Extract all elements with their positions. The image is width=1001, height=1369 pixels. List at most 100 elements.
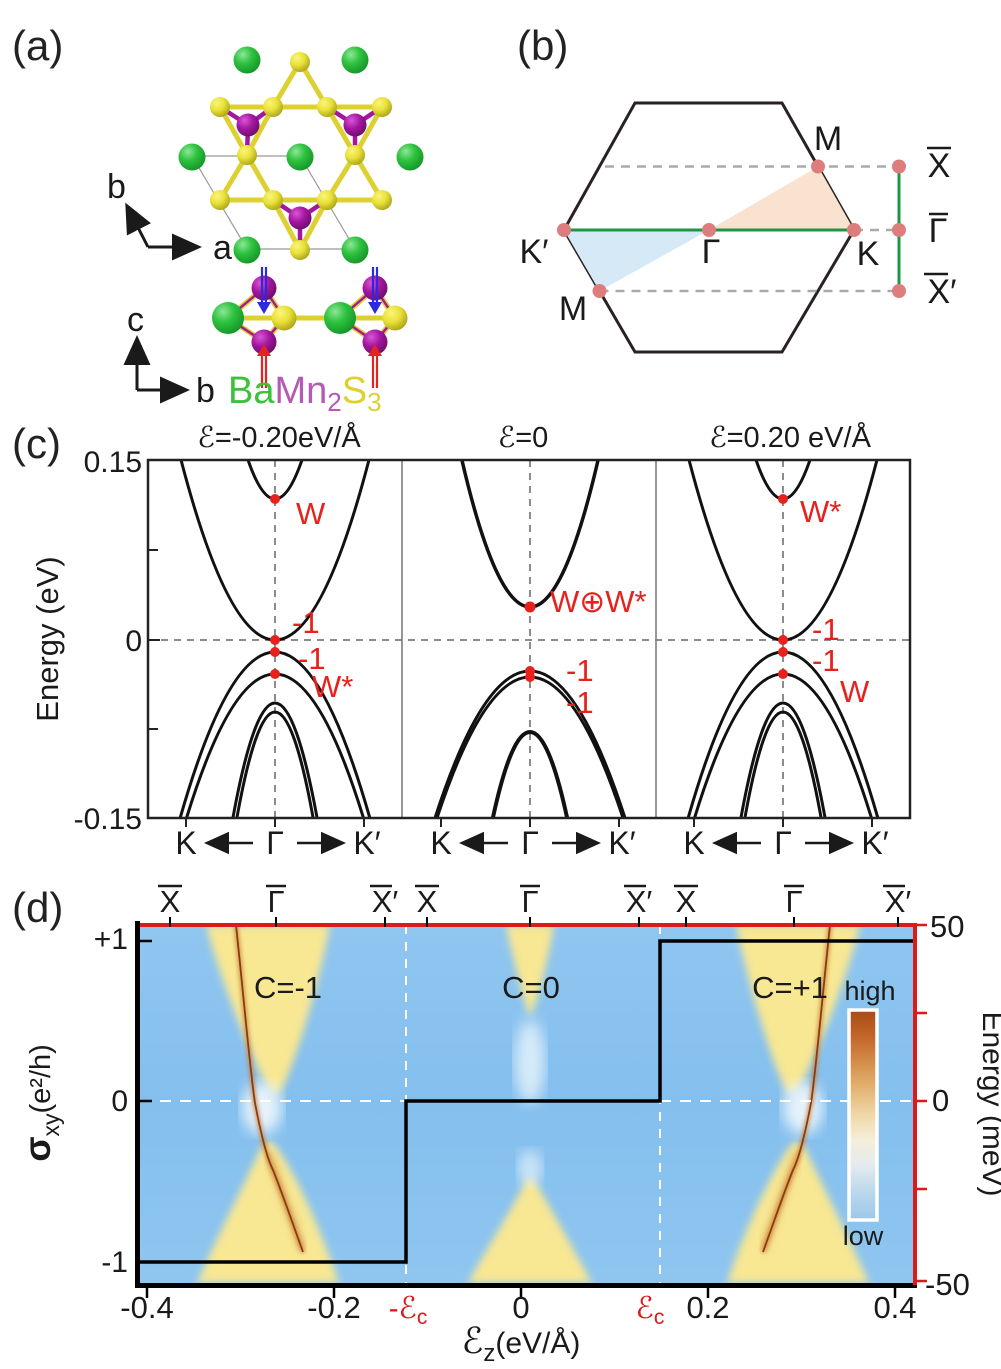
kbar-label: X <box>160 884 181 919</box>
mn-atom <box>362 275 388 301</box>
ba-atom <box>212 302 244 334</box>
ba-atom <box>324 302 356 334</box>
atoms-side-view <box>212 275 408 355</box>
gamma-point-label: Γ <box>521 825 539 861</box>
mn-atom <box>251 275 277 301</box>
panel-c-label: (c) <box>12 420 61 467</box>
energy-axis-label: Energy (eV) <box>30 556 65 721</box>
subpanel-dividers <box>401 460 657 818</box>
kbar-label: X′ <box>885 884 912 919</box>
mn-atoms <box>236 113 367 230</box>
neg-crit-sub: c <box>417 1306 428 1329</box>
field-axis-title: ℰz(eV/Å) <box>462 1320 581 1364</box>
field-tick-labels: -0.4 -0.2 0 0.2 0.4 <box>120 1290 916 1325</box>
kbar-label: Γ <box>785 884 802 919</box>
kprime-point-label: K′ <box>353 825 380 861</box>
pos-crit-sub: c <box>654 1306 665 1329</box>
band-plot-area <box>148 460 910 818</box>
kbar-label: Γ <box>521 884 538 919</box>
field-units: (eV/Å) <box>495 1327 580 1360</box>
right-axis-ticks <box>915 923 927 1283</box>
band-plot-frame <box>146 458 912 820</box>
gamma-point-label: Γ <box>266 825 284 861</box>
kbar-label: X′ <box>372 884 399 919</box>
m-upper-label: M <box>814 120 842 158</box>
ytick-bottom: -0.15 <box>74 803 142 836</box>
panel-c: (c) ℰ=-0.20eV/Å ℰ=0 ℰ=0.20 eV/Å <box>12 420 912 861</box>
panel-d: (d) <box>12 884 1001 1367</box>
m-lower-label: M <box>559 290 587 328</box>
xtick: 0.2 <box>686 1290 729 1325</box>
k-ticks <box>185 818 873 827</box>
axes-top-view <box>125 202 202 261</box>
k-point-label: K <box>430 825 451 861</box>
high-symmetry-points <box>557 159 906 298</box>
kpath-row-2: K Γ K′ <box>430 825 635 861</box>
left-axis-ticks <box>140 939 152 1264</box>
spin-up-arrows <box>257 344 382 388</box>
legend-ba: Ba <box>228 370 275 412</box>
overbars <box>924 146 951 276</box>
sigma-units: (e²/h) <box>25 1044 57 1113</box>
mn-atom <box>362 329 388 355</box>
pos-crit-symbol: ℰ <box>636 1292 654 1325</box>
field-symbol: ℰ <box>462 1320 484 1361</box>
panel-d-label: (d) <box>12 884 63 931</box>
xtick: -0.4 <box>120 1290 173 1325</box>
kbar-label: X′ <box>626 884 653 919</box>
kbar-label: X <box>676 884 697 919</box>
chern-label-plus1: C=+1 <box>752 970 828 1005</box>
bands-positive-field <box>686 460 880 818</box>
neg-crit-symbol: -ℰ <box>389 1292 417 1325</box>
kprime-point-label: K′ <box>608 825 635 861</box>
sigma-subscript: xy <box>38 1113 64 1137</box>
field-title-zero: ℰ=0 <box>498 422 549 454</box>
edge-mode-left <box>235 925 304 1253</box>
xbar-label: X <box>928 147 951 185</box>
legend-mn-sub: 2 <box>327 387 341 417</box>
cone-upper-left <box>206 925 330 1095</box>
ann-m1a-neg: -1 <box>292 605 320 640</box>
panel-b: (b) K′ Γ K M M X Γ X′ <box>517 22 957 354</box>
hall-conductivity-step <box>140 939 915 1264</box>
y-ticks <box>148 549 160 730</box>
k-label: K <box>857 235 880 273</box>
chern-label-minus1: C=-1 <box>254 970 322 1005</box>
s-atom <box>382 305 408 331</box>
colorbar-low-label: low <box>843 1221 884 1251</box>
ann-Wstar-pos: W* <box>800 494 841 529</box>
neg-critical-field-label: -ℰc <box>389 1292 428 1329</box>
ann-m1a-pos: -1 <box>812 612 840 647</box>
pos-critical-field-label: ℰc <box>636 1292 665 1329</box>
colorbar <box>847 1008 879 1222</box>
xtick: 0.4 <box>873 1290 916 1325</box>
ann-m1b-pos: -1 <box>812 643 840 678</box>
sigma-xy-axis-label: σxy(e²/h) <box>17 1044 64 1162</box>
edge-spectrum-heatmap <box>140 925 915 1283</box>
axis-c-label: c <box>127 301 144 339</box>
axis-b-label: b <box>107 168 126 206</box>
cone-upper-right <box>736 925 860 1095</box>
ytick-top: 0.15 <box>84 446 142 479</box>
axis-b2-label: b <box>196 372 215 410</box>
ann-Wstar-neg: W* <box>312 669 353 704</box>
bands-zero-field <box>433 460 627 818</box>
top-axis-ticks <box>169 917 899 927</box>
axes-side-view <box>123 335 190 404</box>
kbar-label: X <box>417 884 438 919</box>
gamma-label: Γ <box>702 233 721 271</box>
ann-m1b-zero: -1 <box>566 685 594 720</box>
triangle-kprime-gamma-m <box>564 230 709 291</box>
ytick-zero: 0 <box>125 625 142 658</box>
k-point-label: K <box>683 825 704 861</box>
axis-a-label: a <box>213 229 232 267</box>
sigma-symbol: σ <box>17 1136 58 1161</box>
ann-W-pos: W <box>840 674 870 709</box>
ann-W-neg: W <box>296 496 326 531</box>
kpath-row-1: K Γ K′ <box>175 825 380 861</box>
field-title-negative: ℰ=-0.20eV/Å <box>197 421 361 454</box>
gammabar-label: Γ <box>929 212 948 250</box>
edge-mode-right <box>762 925 831 1253</box>
panel-b-label: (b) <box>517 22 568 69</box>
